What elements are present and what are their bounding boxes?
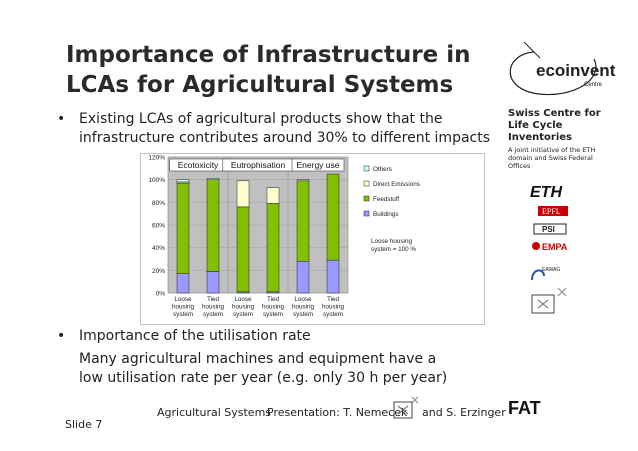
y-tick-label: 120% xyxy=(148,155,165,162)
x-tick-label: housing xyxy=(292,304,315,311)
y-tick-label: 80% xyxy=(152,200,165,207)
group-label: Energy use xyxy=(297,160,340,170)
footer-org: Agricultural Systems xyxy=(157,406,272,419)
fat-logo-text: FAT xyxy=(508,398,541,417)
bar-segment xyxy=(206,271,220,294)
bullet-symbol: • xyxy=(57,328,66,344)
eth-logo: ETH xyxy=(530,184,562,201)
y-tick-label: 60% xyxy=(152,223,165,230)
x-tick-label: housing xyxy=(232,304,255,311)
bar-segment xyxy=(176,273,190,294)
ecoinvent-logo-text: ecoinvent xyxy=(536,61,616,80)
group-label: Ecotoxicity xyxy=(178,160,219,170)
x-tick-label: system xyxy=(293,311,313,318)
y-tick-label: 40% xyxy=(152,245,165,252)
x-tick-label: housing xyxy=(172,304,195,311)
x-tick-label: system xyxy=(233,311,253,318)
legend-label: Direct Emissions xyxy=(373,181,420,188)
x-tick-label: housing xyxy=(262,304,285,311)
ecoinvent-logo-sub: Centre xyxy=(584,82,603,88)
x-tick-label: system xyxy=(173,311,193,318)
legend-label: Feedstuff xyxy=(373,196,399,203)
bar-segment xyxy=(296,261,310,294)
x-tick-label: Tied xyxy=(207,296,220,303)
x-tick-label: housing xyxy=(322,304,345,311)
epfl-logo: EPFL xyxy=(542,207,561,216)
psi-logo: PSI xyxy=(542,225,555,234)
x-tick-label: Tied xyxy=(327,296,340,303)
slide-title: Importance of Infrastructure in LCAs for… xyxy=(66,42,471,98)
legend-swatch xyxy=(363,210,370,217)
bar-segment xyxy=(206,179,220,272)
bullet-subtext: Many agricultural machines and equipment… xyxy=(79,351,448,386)
bar-segment xyxy=(236,206,250,293)
chart-annotation: Loose housing xyxy=(371,238,412,245)
bar-segment xyxy=(296,179,310,182)
group-label: Eutrophisation xyxy=(231,160,286,170)
footer-coauthor: and S. Erzinger xyxy=(422,406,506,419)
bar-segment xyxy=(266,203,280,293)
group-label-box xyxy=(291,158,345,172)
stacked-bar-chart: 0%20%40%60%80%100%120%Loosehousingsystem… xyxy=(140,153,485,325)
ecoinvent-logo: ecoinvent Centre xyxy=(509,41,616,96)
eawag-logo: EAWAG xyxy=(542,267,560,273)
bar-segment xyxy=(206,178,220,180)
footer-presentation: Presentation: T. Nemecek xyxy=(267,406,408,419)
legend-label: Others xyxy=(373,166,392,173)
bar-segment xyxy=(266,187,280,204)
bar-segment xyxy=(236,180,250,208)
bar-segment xyxy=(326,259,340,294)
legend-swatch xyxy=(363,165,370,172)
partner-logos: ETH EPFL PSI EMPA EAWAG xyxy=(530,184,568,314)
x-tick-label: system xyxy=(203,311,223,318)
x-tick-label: Loose xyxy=(234,296,252,303)
org-title: Swiss Centre for Life Cycle Inventories xyxy=(508,108,601,143)
bullet-text: Existing LCAs of agricultural products s… xyxy=(79,111,491,146)
x-tick-label: housing xyxy=(202,304,225,311)
x-tick-label: system xyxy=(323,311,343,318)
bar-segment xyxy=(176,179,190,183)
empa-logo: EMPA xyxy=(542,242,568,252)
y-tick-label: 0% xyxy=(156,291,166,298)
bar-segment xyxy=(296,180,310,262)
fat-logo: FAT xyxy=(508,398,541,417)
bar-segment xyxy=(176,182,190,274)
x-tick-label: system xyxy=(263,311,283,318)
bullet-text: Importance of the utilisation rate xyxy=(79,328,311,344)
legend-swatch xyxy=(363,195,370,202)
org-subtitle: A joint initiative of the ETH domain and… xyxy=(508,146,596,170)
y-tick-label: 100% xyxy=(148,177,165,184)
legend-swatch xyxy=(363,180,370,187)
chart-annotation: system = 100 % xyxy=(371,246,416,253)
bullet-symbol: • xyxy=(57,111,66,127)
y-tick-label: 20% xyxy=(152,268,165,275)
x-tick-label: Loose xyxy=(174,296,192,303)
bar-segment xyxy=(326,173,340,261)
x-tick-label: Tied xyxy=(267,296,280,303)
slide-number: Slide 7 xyxy=(65,418,103,431)
swiss-crest-icon xyxy=(393,396,419,419)
x-tick-label: Loose xyxy=(294,296,312,303)
legend-label: Buildings xyxy=(373,211,399,218)
